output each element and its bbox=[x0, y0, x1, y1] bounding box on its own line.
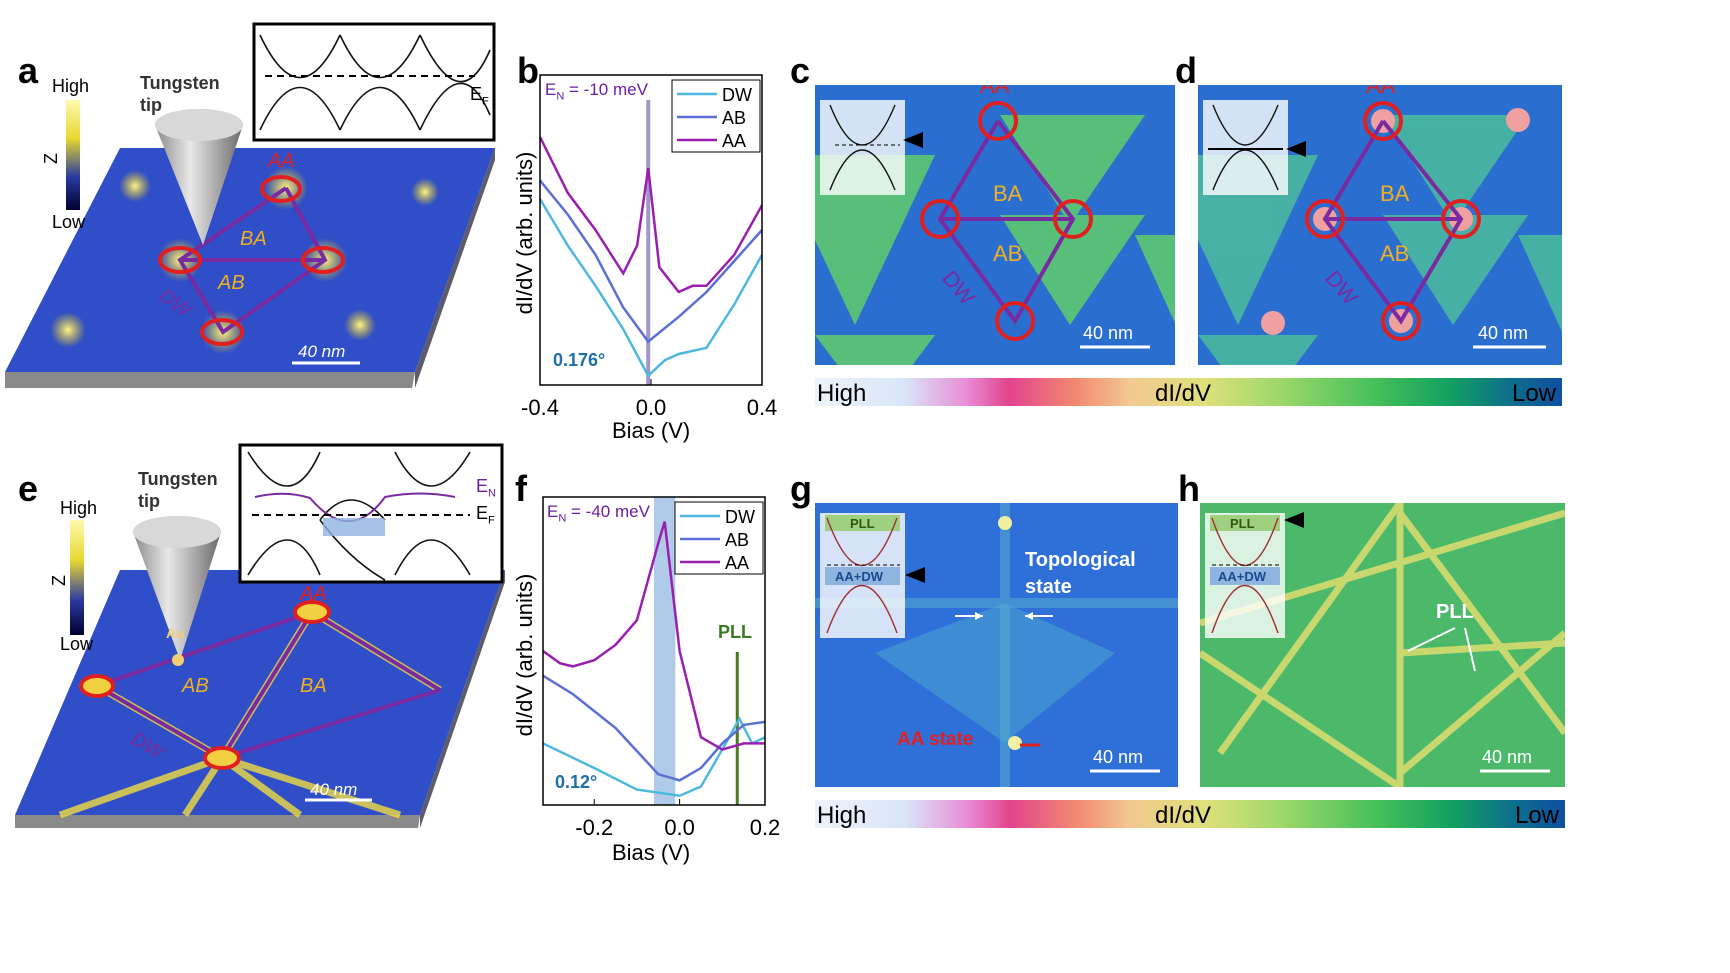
region-ab: AB bbox=[1380, 241, 1410, 266]
b-series-aa bbox=[538, 136, 764, 294]
f-series-ab bbox=[542, 674, 766, 782]
colorbar-low: Low bbox=[1514, 802, 1559, 829]
b-xlabel: Bias (V) bbox=[612, 418, 691, 443]
scale-bar-label: 40 nm bbox=[1478, 323, 1529, 343]
colorbar-top: High dI/dV Low bbox=[815, 378, 1562, 407]
f-annotation: EN = -40 meV bbox=[547, 502, 650, 525]
b-annotation: EN = -10 meV bbox=[545, 80, 648, 103]
au-label: Au bbox=[166, 625, 185, 641]
region-ba: BA bbox=[1380, 181, 1410, 206]
panel-g-dIdV-map: PLL AA+DW Topological state AA state 40 … bbox=[815, 503, 1178, 787]
colorbar-label: dI/dV bbox=[1155, 802, 1212, 829]
colorbar-high: High bbox=[817, 802, 867, 829]
f-xtick-label: 0.0 bbox=[664, 815, 695, 840]
region-ba: BA bbox=[240, 228, 267, 250]
colorbar-high: High bbox=[817, 380, 867, 407]
f-xtick-label: 0.2 bbox=[750, 815, 781, 840]
f-plot-frame bbox=[542, 496, 766, 806]
region-ba: BA bbox=[993, 181, 1023, 206]
colorbar-low: Low bbox=[1511, 380, 1556, 407]
scale-bar-label: 40 nm bbox=[1093, 747, 1144, 767]
aadw-label: AA+DW bbox=[835, 569, 884, 584]
f-xlabel: Bias (V) bbox=[612, 840, 691, 865]
aadw-label: AA+DW bbox=[1218, 569, 1267, 584]
b-xtick-label: 0.4 bbox=[747, 395, 778, 420]
panel-label-h: h bbox=[1178, 468, 1200, 509]
colorbar-bottom: High dI/dV Low bbox=[815, 800, 1565, 829]
scale-bar-label: 40 nm bbox=[1482, 747, 1533, 767]
panel-label-f: f bbox=[515, 468, 527, 509]
region-aa: AA bbox=[300, 583, 327, 605]
region-aa: AA bbox=[268, 150, 295, 172]
f-angle: 0.12° bbox=[555, 772, 598, 792]
f-pll-label: PLL bbox=[718, 622, 752, 642]
region-aa: AA bbox=[1366, 85, 1396, 98]
region-ab: AB bbox=[218, 272, 245, 294]
f-series-aa bbox=[542, 521, 765, 751]
panel-label-d: d bbox=[1175, 50, 1197, 91]
panel-d-dIdV-map: AA BA AB DW 40 nm bbox=[1198, 85, 1562, 365]
f-legend-label-ab: AB bbox=[725, 530, 749, 550]
panel-label-g: g bbox=[790, 468, 812, 509]
f-legend-label-aa: AA bbox=[725, 553, 749, 573]
b-legend-label-aa: AA bbox=[722, 131, 746, 151]
panel-label-e: e bbox=[18, 468, 39, 509]
inset-en-label: EN bbox=[476, 476, 496, 500]
panel-label-a: a bbox=[18, 50, 39, 91]
panel-label-b: b bbox=[517, 50, 539, 91]
b-legend-label-dw: DW bbox=[722, 85, 752, 105]
z-high-label: High bbox=[52, 76, 90, 96]
tungsten-tip-label: Tungsten tip bbox=[140, 73, 220, 115]
z-low-label: Low bbox=[60, 634, 94, 654]
b-xtick-label: 0.0 bbox=[636, 395, 667, 420]
b-xtick-label: -0.4 bbox=[521, 395, 559, 420]
b-angle: 0.176° bbox=[553, 350, 606, 370]
tungsten-tip-label: Tungsten tip bbox=[138, 469, 218, 511]
panel-h-dIdV-map: PLL AA+DW PLL 40 nm bbox=[1200, 503, 1565, 787]
colorbar-label: dI/dV bbox=[1155, 380, 1212, 407]
b-series-dw bbox=[538, 198, 764, 378]
region-ab: AB bbox=[182, 675, 209, 697]
spectra-charts: -0.4 0.0 0.4 DW AB AA -0.2 0.0 0.2 DW AB AA bbox=[521, 74, 781, 840]
region-ab: AB bbox=[993, 241, 1023, 266]
z-low-label: Low bbox=[52, 212, 86, 232]
inset-ef-label: EF bbox=[476, 503, 495, 527]
panel-c-dIdV-map: AA BA AB DW 40 nm bbox=[815, 85, 1175, 365]
aa-state-label: AA state bbox=[897, 729, 974, 750]
scale-bar-label: 40 nm bbox=[310, 780, 358, 799]
f-series-dw bbox=[542, 716, 766, 798]
pll-arrow-label: PLL bbox=[1436, 601, 1474, 623]
f-ylabel: dI/dV (arb. units) bbox=[512, 573, 537, 737]
topological-state-label: Topological state bbox=[1025, 549, 1136, 598]
f-xtick-label: -0.2 bbox=[575, 815, 613, 840]
b-legend-label-ab: AB bbox=[722, 108, 746, 128]
pll-label: PLL bbox=[1230, 516, 1255, 531]
f-legend-label-dw: DW bbox=[725, 507, 755, 527]
region-aa: AA bbox=[980, 85, 1010, 98]
region-ba: BA bbox=[300, 675, 327, 697]
scale-bar-label: 40 nm bbox=[298, 342, 346, 361]
panel-label-c: c bbox=[790, 50, 811, 91]
b-series-ab bbox=[539, 179, 763, 344]
inset-ef-label: EF bbox=[470, 84, 489, 108]
pll-label: PLL bbox=[850, 516, 875, 531]
z-high-label: High bbox=[60, 498, 98, 518]
scale-bar-label: 40 nm bbox=[1083, 323, 1134, 343]
b-ylabel: dI/dV (arb. units) bbox=[512, 151, 537, 315]
